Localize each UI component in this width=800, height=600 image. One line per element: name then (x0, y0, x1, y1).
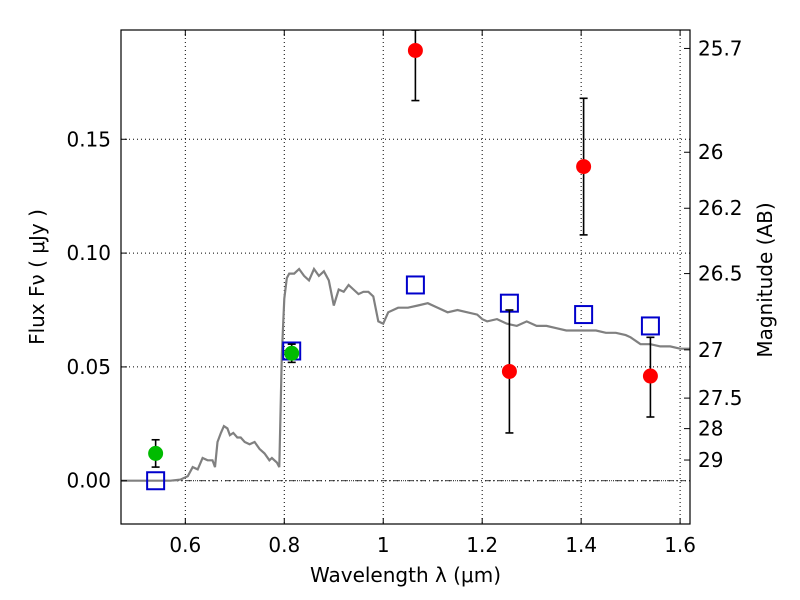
sed-line (121, 266, 690, 482)
model-square-0 (146, 471, 166, 491)
model-square-4 (574, 305, 594, 325)
x-tick-label-3: 1.2 (466, 533, 498, 557)
y2-tick-label-0: 25.7 (698, 36, 743, 60)
y-tick-label-1: 0.05 (66, 355, 111, 379)
data-point-3-0 (407, 42, 423, 58)
model-square-5 (640, 316, 660, 336)
data-point-3-2 (501, 363, 517, 379)
y2-axis-label: Magnitude (AB) (753, 202, 777, 357)
data-point-2-1 (284, 345, 300, 361)
y2-tick-label-5: 27.5 (698, 386, 743, 410)
x-tick-label-4: 1.4 (565, 533, 597, 557)
y2-tick-label-3: 26.5 (698, 262, 743, 286)
y2-tick-label-6: 28 (698, 417, 723, 441)
series-layer (121, 30, 690, 491)
x-tick-label-1: 0.8 (268, 533, 300, 557)
series-clip-group (121, 30, 690, 491)
y-tick-label-2: 0.10 (66, 241, 111, 265)
plot-frame (120, 29, 691, 525)
ticks-layer: 0.6 0.8 1 1.2 1.4 1.6 0.00 0.05 0.10 0.15 25.7 26 26… (66, 30, 743, 557)
model-square-3 (499, 293, 519, 313)
y-tick-label-0: 0.00 (66, 469, 111, 493)
data-point-2-0 (148, 445, 164, 461)
data-point-3-1 (576, 159, 592, 175)
x-tick-label-5: 1.6 (664, 533, 696, 557)
data-point-3-3 (642, 368, 658, 384)
y2-tick-label-7: 29 (698, 448, 723, 472)
grid-lines (121, 30, 690, 524)
x-tick-label-0: 0.6 (169, 533, 201, 557)
y2-tick-label-1: 26 (698, 140, 723, 164)
y2-tick-label-4: 27 (698, 338, 723, 362)
y-tick-label-3: 0.15 (66, 127, 111, 151)
model-square-2 (405, 275, 425, 295)
y2-tick-label-2: 26.2 (698, 196, 743, 220)
x-tick-label-2: 1 (377, 533, 390, 557)
y-axis-label: Flux Fν ( μJy ) (25, 209, 49, 345)
x-axis-label: Wavelength λ (μm) (310, 563, 501, 587)
